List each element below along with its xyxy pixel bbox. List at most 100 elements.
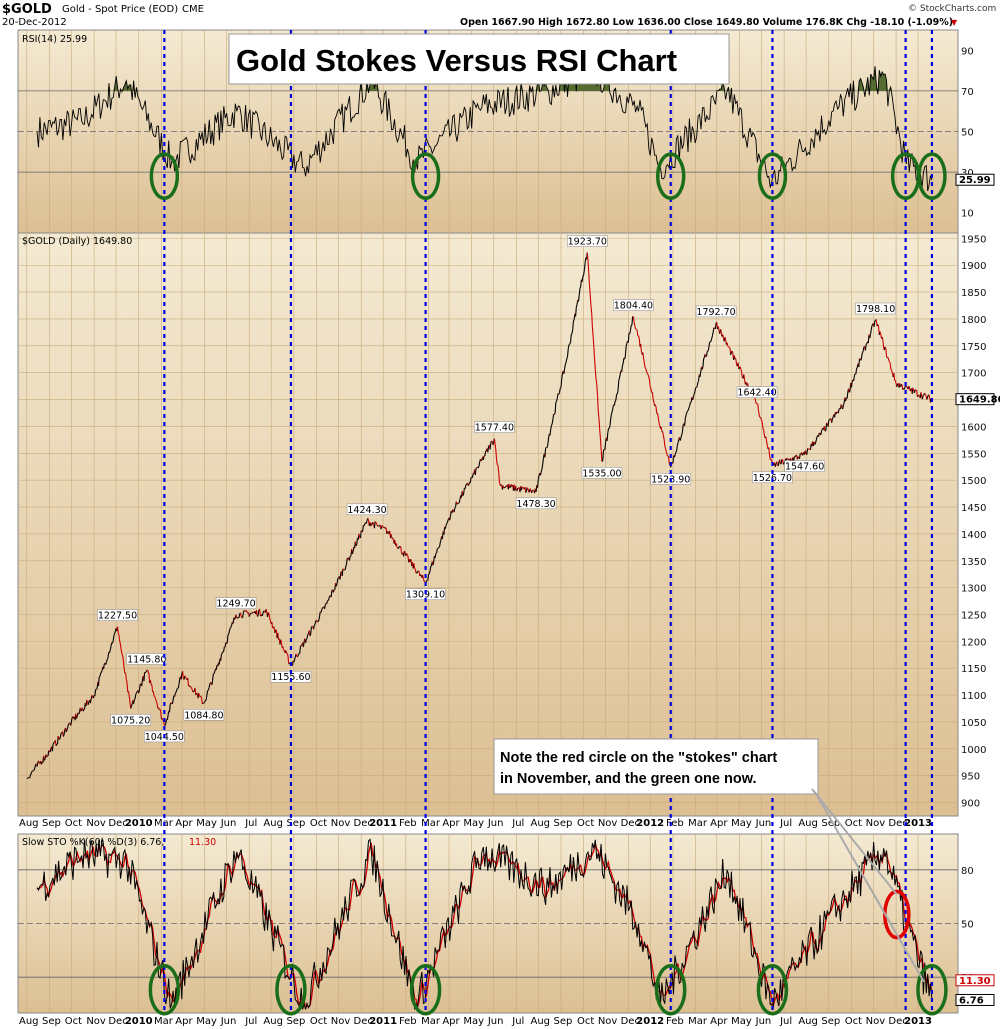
price-segment <box>885 348 888 358</box>
rsi-axis-tick: 50 <box>961 128 974 139</box>
annotation-label: 1155.60 <box>271 672 310 683</box>
price-segment <box>858 358 861 368</box>
price-segment <box>907 386 910 390</box>
price-segment <box>376 523 378 527</box>
price-segment <box>556 393 559 399</box>
rsi-green-circle <box>757 152 788 200</box>
price-segment <box>593 347 596 360</box>
annotation-bg <box>855 302 896 315</box>
annotation-label: 1145.80 <box>127 654 166 665</box>
price-segment <box>613 401 616 406</box>
x-axis-label: Aug <box>531 818 551 829</box>
x-axis-label: Jul <box>779 818 792 829</box>
x-axis-label: Feb <box>666 1016 684 1027</box>
price-segment <box>62 734 65 737</box>
price-segment <box>125 679 128 683</box>
price-segment <box>159 708 162 712</box>
price-segment <box>302 641 305 648</box>
price-segment <box>861 352 863 357</box>
price-segment <box>151 684 154 692</box>
price-segment <box>761 422 764 429</box>
price-segment <box>180 673 183 680</box>
price-segment <box>27 776 30 779</box>
price-segment <box>739 366 742 370</box>
x-axis-label: Nov <box>331 1016 351 1027</box>
price-segment <box>171 699 174 705</box>
rsi-title: RSI(14) 25.99 <box>22 34 87 45</box>
price-segment <box>118 635 121 642</box>
price-segment <box>163 721 165 726</box>
x-axis-label: Aug <box>263 1016 283 1027</box>
price-segment <box>604 442 607 450</box>
price-segment <box>184 675 187 678</box>
price-segment <box>78 712 80 715</box>
annotation-label: 1084.80 <box>184 710 223 721</box>
price-segment <box>66 727 69 730</box>
price-axis-tick: 1300 <box>961 584 986 595</box>
x-axis-label: Jun <box>487 818 504 829</box>
price-segment <box>563 368 566 374</box>
price-segment <box>355 543 358 547</box>
x-axis-label: Nov <box>86 818 106 829</box>
price-segment <box>552 414 555 420</box>
annotation-label: 1798.10 <box>856 304 895 315</box>
price-segment <box>443 526 446 535</box>
panel-titles: RSI(14) 25.99 $GOLD (Daily) 1649.80 Slow… <box>22 34 216 848</box>
price-segment <box>825 422 828 431</box>
price-segment <box>542 458 544 465</box>
price-segment <box>596 395 599 413</box>
price-segment <box>103 663 105 670</box>
price-segment <box>616 393 618 395</box>
note-arrow-green <box>814 791 925 983</box>
price-segment <box>111 641 114 644</box>
price-layer: 1227.501075.201145.801044.501084.801249.… <box>26 235 933 779</box>
price-segment <box>413 563 416 569</box>
price-segment <box>643 358 645 364</box>
price-segment <box>550 425 552 430</box>
price-segment <box>539 471 542 476</box>
price-segment <box>572 319 575 322</box>
rsi-green-circle <box>410 152 441 200</box>
price-segment <box>190 687 193 690</box>
price-segment <box>617 380 620 392</box>
price-annotation: 1535.00 <box>581 467 623 479</box>
price-axis-tick: 1150 <box>961 664 986 675</box>
price-segment <box>688 405 691 408</box>
x-axis-label: Mar <box>154 1016 174 1027</box>
marker-layer <box>148 30 948 1016</box>
price-segment <box>469 477 472 483</box>
price-segment <box>614 400 617 402</box>
price-segment <box>763 429 765 436</box>
price-segment <box>119 640 121 645</box>
price-segment <box>567 344 570 349</box>
price-segment <box>820 429 823 432</box>
x-axis-label: Sep <box>286 818 305 829</box>
price-segment <box>177 687 179 690</box>
price-segment <box>590 306 593 313</box>
price-segment <box>592 337 595 348</box>
price-segment <box>588 273 591 286</box>
price-segment <box>608 425 611 429</box>
price-axis-tick: 1350 <box>961 557 986 568</box>
price-segment <box>416 571 418 574</box>
sto-last-k-bg <box>955 993 995 1006</box>
sto-green-circle <box>756 963 789 1016</box>
price-segment <box>596 384 599 396</box>
x-axis-label: Apr <box>442 818 460 829</box>
price-annotation: 1227.50 <box>97 609 138 622</box>
price-segment <box>815 436 818 441</box>
price-segment <box>801 453 804 456</box>
x-axis-label: Jul <box>244 1016 257 1027</box>
price-segment <box>33 767 36 771</box>
price-axis-tick: 1000 <box>961 745 986 756</box>
price-segment <box>550 423 553 427</box>
note-line-2: in November, and the green one now. <box>500 771 756 787</box>
price-segment <box>439 539 442 544</box>
price-segment <box>862 347 865 352</box>
price-segment <box>815 439 817 443</box>
price-segment <box>374 521 377 523</box>
price-annotation: 1249.70 <box>215 597 257 610</box>
price-segment <box>330 590 333 598</box>
price-segment <box>348 556 351 561</box>
price-segment <box>106 657 109 660</box>
